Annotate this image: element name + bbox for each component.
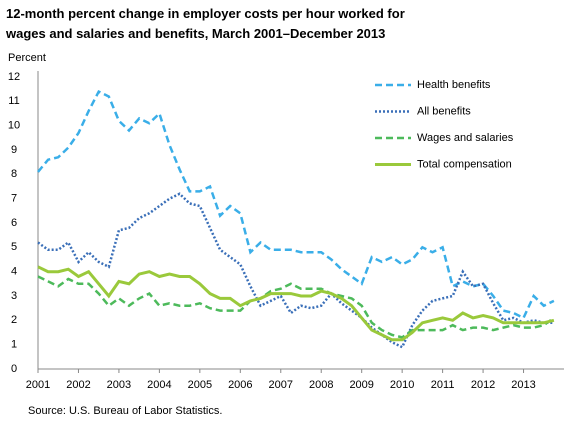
x-tick-label: 2011 bbox=[431, 379, 455, 391]
y-tick-label: 1 bbox=[11, 339, 17, 351]
y-tick-label: 6 bbox=[11, 217, 17, 229]
legend-label: All benefits bbox=[417, 105, 471, 117]
x-tick-label: 2001 bbox=[26, 379, 50, 391]
y-tick-label: 0 bbox=[11, 363, 17, 375]
y-tick-label: 3 bbox=[11, 290, 17, 302]
legend-label: Wages and salaries bbox=[417, 132, 514, 144]
y-tick-label: 12 bbox=[8, 71, 20, 83]
x-tick-label: 2005 bbox=[188, 379, 212, 391]
x-tick-label: 2010 bbox=[390, 379, 414, 391]
series-line bbox=[37, 275, 555, 339]
x-tick-label: 2006 bbox=[228, 379, 252, 391]
x-tick-label: 2002 bbox=[66, 379, 90, 391]
legend-label: Health benefits bbox=[417, 79, 491, 91]
series-line bbox=[37, 192, 554, 349]
y-tick-label: 5 bbox=[11, 241, 17, 253]
x-tick-label: 2012 bbox=[471, 379, 495, 391]
x-tick-label: 2004 bbox=[147, 379, 171, 391]
y-tick-label: 9 bbox=[11, 144, 17, 156]
chart-title: 12-month percent change in employer cost… bbox=[6, 6, 405, 41]
x-tick-label: 2013 bbox=[511, 379, 535, 391]
y-tick-label: 2 bbox=[11, 314, 17, 326]
legend-label: Total compensation bbox=[417, 158, 512, 170]
series-line bbox=[37, 89, 555, 320]
y-tick-label: 7 bbox=[11, 193, 17, 205]
x-tick-label: 2003 bbox=[107, 379, 131, 391]
x-tick-label: 2009 bbox=[349, 379, 373, 391]
y-axis-label: Percent bbox=[8, 52, 46, 64]
x-tick-label: 2007 bbox=[269, 379, 293, 391]
source-note: Source: U.S. Bureau of Labor Statistics. bbox=[28, 405, 222, 417]
y-tick-label: 10 bbox=[8, 120, 20, 132]
y-tick-label: 11 bbox=[8, 95, 19, 107]
x-tick-label: 2008 bbox=[309, 379, 333, 391]
series-line bbox=[37, 265, 555, 342]
y-tick-label: 8 bbox=[11, 168, 17, 180]
y-tick-label: 4 bbox=[11, 266, 17, 278]
